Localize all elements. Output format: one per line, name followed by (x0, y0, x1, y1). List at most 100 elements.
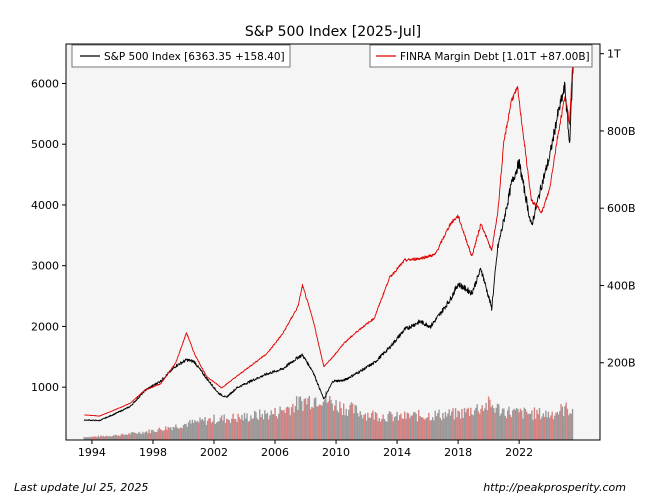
volume-bar (440, 420, 443, 440)
volume-bar (420, 417, 422, 440)
volume-bar (290, 407, 293, 440)
volume-bar (501, 408, 504, 440)
volume-bar (222, 420, 224, 440)
volume-bar (378, 417, 380, 440)
volume-bar (283, 409, 285, 440)
volume-bar (449, 415, 452, 440)
volume-bar (124, 434, 126, 440)
volume-bar (229, 423, 232, 440)
volume-bar (125, 434, 127, 440)
volume-bar (367, 412, 369, 440)
y-left-tick-label: 5000 (31, 138, 59, 151)
volume-bar (435, 416, 438, 440)
volume-bar (270, 410, 272, 440)
volume-bar (562, 416, 565, 440)
y-left-tick-label: 1000 (31, 381, 59, 394)
volume-bar (453, 419, 455, 440)
volume-bar (178, 428, 181, 440)
volume-bar (97, 435, 99, 440)
volume-bar (433, 420, 435, 440)
volume-bar (201, 418, 204, 440)
volume-bar (105, 436, 107, 440)
volume-bar (250, 415, 252, 440)
volume-bar (351, 403, 354, 440)
volume-bar (500, 413, 503, 440)
x-axis: 1994 1998 2002 2006 2010 2014 2018 2022 (78, 440, 533, 459)
chart-title: S&P 500 Index [2025-Jul] (245, 24, 421, 40)
volume-bar (164, 426, 167, 440)
y-left-tick-label: 6000 (31, 77, 59, 90)
volume-bar (354, 404, 356, 440)
volume-bar (431, 417, 434, 440)
volume-bar (503, 408, 505, 440)
volume-bar (257, 419, 260, 440)
volume-bar (484, 408, 486, 440)
volume-bar (451, 411, 453, 440)
volume-bar (152, 429, 154, 440)
volume-bar (279, 406, 281, 440)
volume-bar (534, 418, 537, 440)
volume-bar (555, 412, 557, 440)
volume-bar (430, 420, 433, 440)
volume-bar (369, 417, 372, 440)
volume-bar (334, 405, 336, 440)
volume-bar (443, 418, 445, 440)
volume-bar (247, 421, 250, 440)
volume-bar (390, 412, 392, 440)
volume-bar (271, 414, 274, 440)
volume-bar (293, 412, 295, 440)
volume-bar (346, 416, 349, 440)
volume-bar (541, 416, 543, 440)
volume-bar (226, 418, 228, 440)
volume-bar (522, 418, 524, 440)
volume-bar (459, 418, 462, 440)
volume-bar (509, 414, 511, 440)
volume-bar (304, 398, 307, 440)
volume-bar (317, 406, 319, 440)
volume-bar (328, 395, 331, 440)
volume-bar (491, 405, 494, 440)
volume-bar (154, 431, 157, 440)
volume-bar (191, 419, 194, 440)
volume-bar (504, 415, 506, 440)
volume-bar (287, 406, 289, 440)
volume-bar (485, 402, 487, 440)
volume-bar (98, 437, 101, 440)
y-right-tick-label: 800B (607, 125, 636, 138)
volume-bars (83, 391, 574, 440)
volume-bar (128, 433, 130, 440)
volume-bar (280, 409, 283, 440)
volume-bar (273, 414, 275, 440)
source-link[interactable]: http://peakprosperity.com (483, 481, 626, 494)
volume-bar (462, 417, 464, 440)
volume-bar (126, 434, 129, 440)
volume-bar (342, 403, 345, 440)
volume-bar (325, 391, 327, 440)
volume-bar (86, 436, 88, 440)
volume-bar (158, 427, 161, 440)
volume-bar (117, 435, 120, 440)
x-tick-label: 2002 (200, 446, 228, 459)
volume-bar (194, 420, 196, 440)
volume-bar (320, 405, 322, 440)
volume-bar (423, 418, 425, 440)
volume-bar (428, 412, 430, 440)
volume-bar (550, 415, 552, 440)
volume-bar (210, 422, 213, 440)
volume-bar (243, 412, 246, 440)
volume-bar (470, 407, 472, 440)
volume-bar (276, 418, 279, 440)
volume-bar (212, 421, 214, 440)
volume-bar (437, 413, 439, 440)
volume-bar (457, 410, 459, 440)
legend-sp500: S&P 500 Index [6363.35 +158.40] (71, 44, 291, 68)
x-tick-label: 2022 (505, 446, 533, 459)
volume-bar (227, 419, 229, 440)
volume-bar (167, 426, 169, 440)
volume-bar (517, 408, 519, 440)
volume-bar (115, 434, 117, 440)
volume-bar (471, 414, 473, 440)
volume-bar (274, 407, 276, 440)
volume-bar (405, 418, 407, 440)
